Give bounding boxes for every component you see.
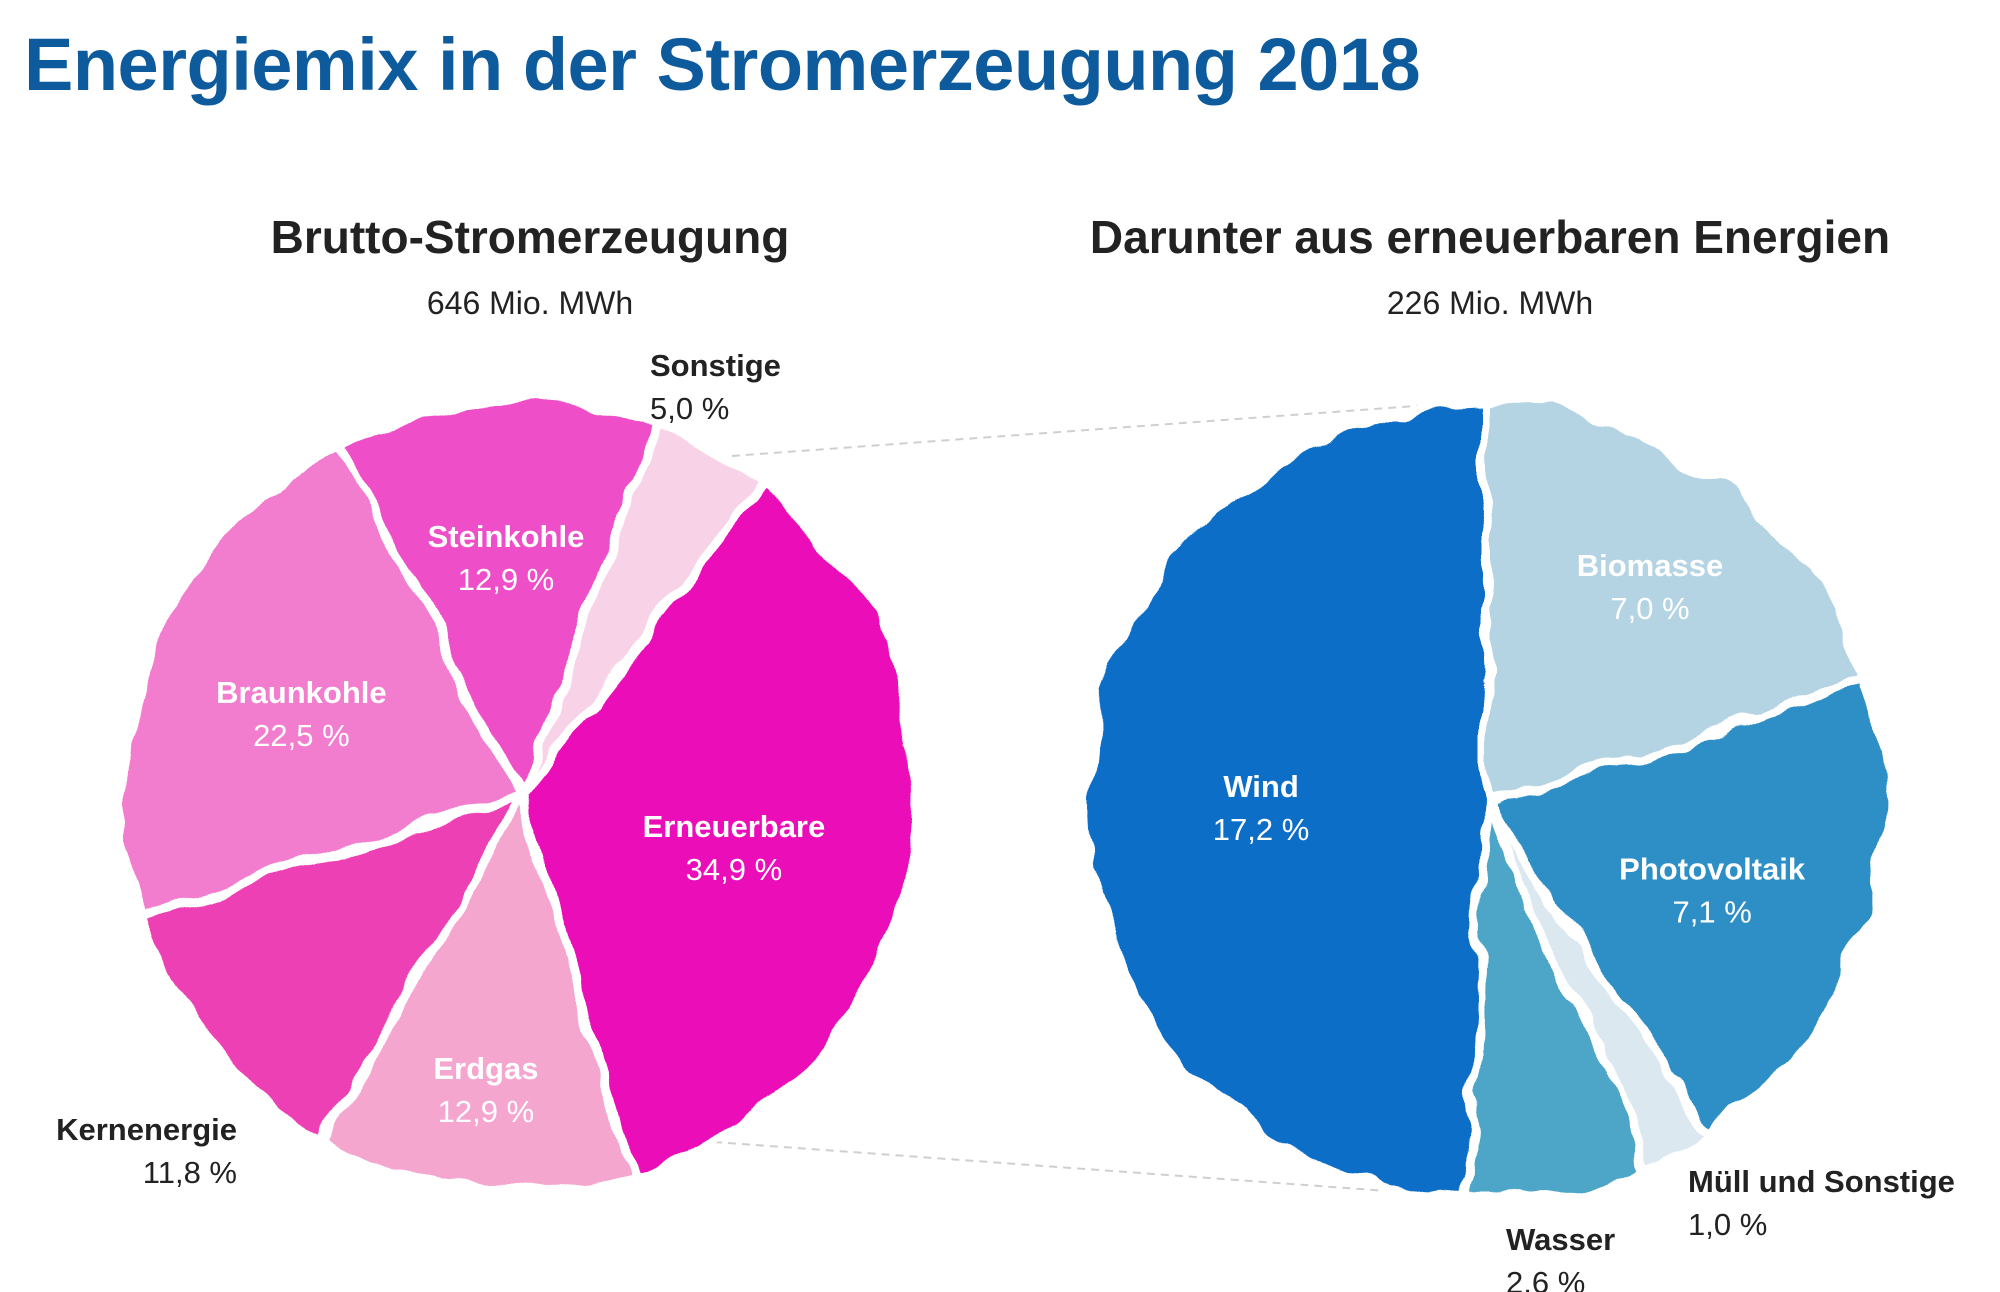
- slice-biomasse: [1480, 397, 1871, 807]
- value-steinkohle: 12,9 %: [458, 562, 555, 597]
- label-wasser: Wasser: [1506, 1222, 1615, 1257]
- slice-erdgas: [317, 791, 637, 1197]
- label-sonstige: Sonstige: [650, 348, 781, 383]
- value-braunkohle: 22,5 %: [253, 718, 350, 753]
- label-wind: Wind: [1223, 769, 1298, 804]
- value-biomasse: 7,0 %: [1610, 591, 1689, 626]
- slice-photovoltaik: [1480, 675, 1890, 1136]
- slice-erneuerbare: [515, 479, 921, 1181]
- chart-1-total: 646 Mio. MWh: [426, 285, 634, 321]
- value-muell-und-sonstige: 1,0 %: [1688, 1207, 1767, 1242]
- value-photovoltaik: 7,1 %: [1673, 894, 1752, 929]
- value-sonstige: 5,0 %: [650, 391, 729, 426]
- slice-wasser: [1462, 797, 1654, 1207]
- label-muell-und-sonstige: Müll und Sonstige: [1688, 1164, 1955, 1199]
- label-braunkohle: Braunkohle: [216, 675, 387, 710]
- value-wasser: 2,6 %: [1506, 1265, 1585, 1292]
- page-title: Energiemix in der Stromerzeugung 2018: [24, 23, 1421, 106]
- value-erneuerbare: 34,9 %: [686, 852, 783, 887]
- label-photovoltaik: Photovoltaik: [1619, 851, 1806, 886]
- value-erdgas: 12,9 %: [438, 1094, 535, 1129]
- connector-bottom: [713, 1141, 1471, 1198]
- label-biomasse: Biomasse: [1577, 548, 1723, 583]
- slice-steinkohle: [339, 395, 660, 801]
- chart-2-total: 226 Mio. MWh: [1386, 285, 1594, 321]
- label-erdgas: Erdgas: [433, 1051, 538, 1086]
- label-erneuerbare: Erneuerbare: [643, 809, 826, 844]
- value-kernenergie: 11,8 %: [143, 1155, 237, 1190]
- value-wind: 17,2 %: [1213, 812, 1310, 847]
- label-steinkohle: Steinkohle: [428, 519, 585, 554]
- slice-wind: [1080, 397, 1490, 1207]
- connector-top: [703, 401, 1471, 459]
- slice-kernenergie: [137, 791, 525, 1144]
- slice-braunkohle: [119, 436, 525, 920]
- slice-sonstige: [515, 419, 769, 801]
- chart-2-title: Darunter aus erneuerbaren Energien: [1089, 211, 1891, 263]
- label-kernenergie: Kernenergie: [56, 1112, 237, 1147]
- chart-1-title: Brutto-Stromerzeugung: [270, 211, 790, 263]
